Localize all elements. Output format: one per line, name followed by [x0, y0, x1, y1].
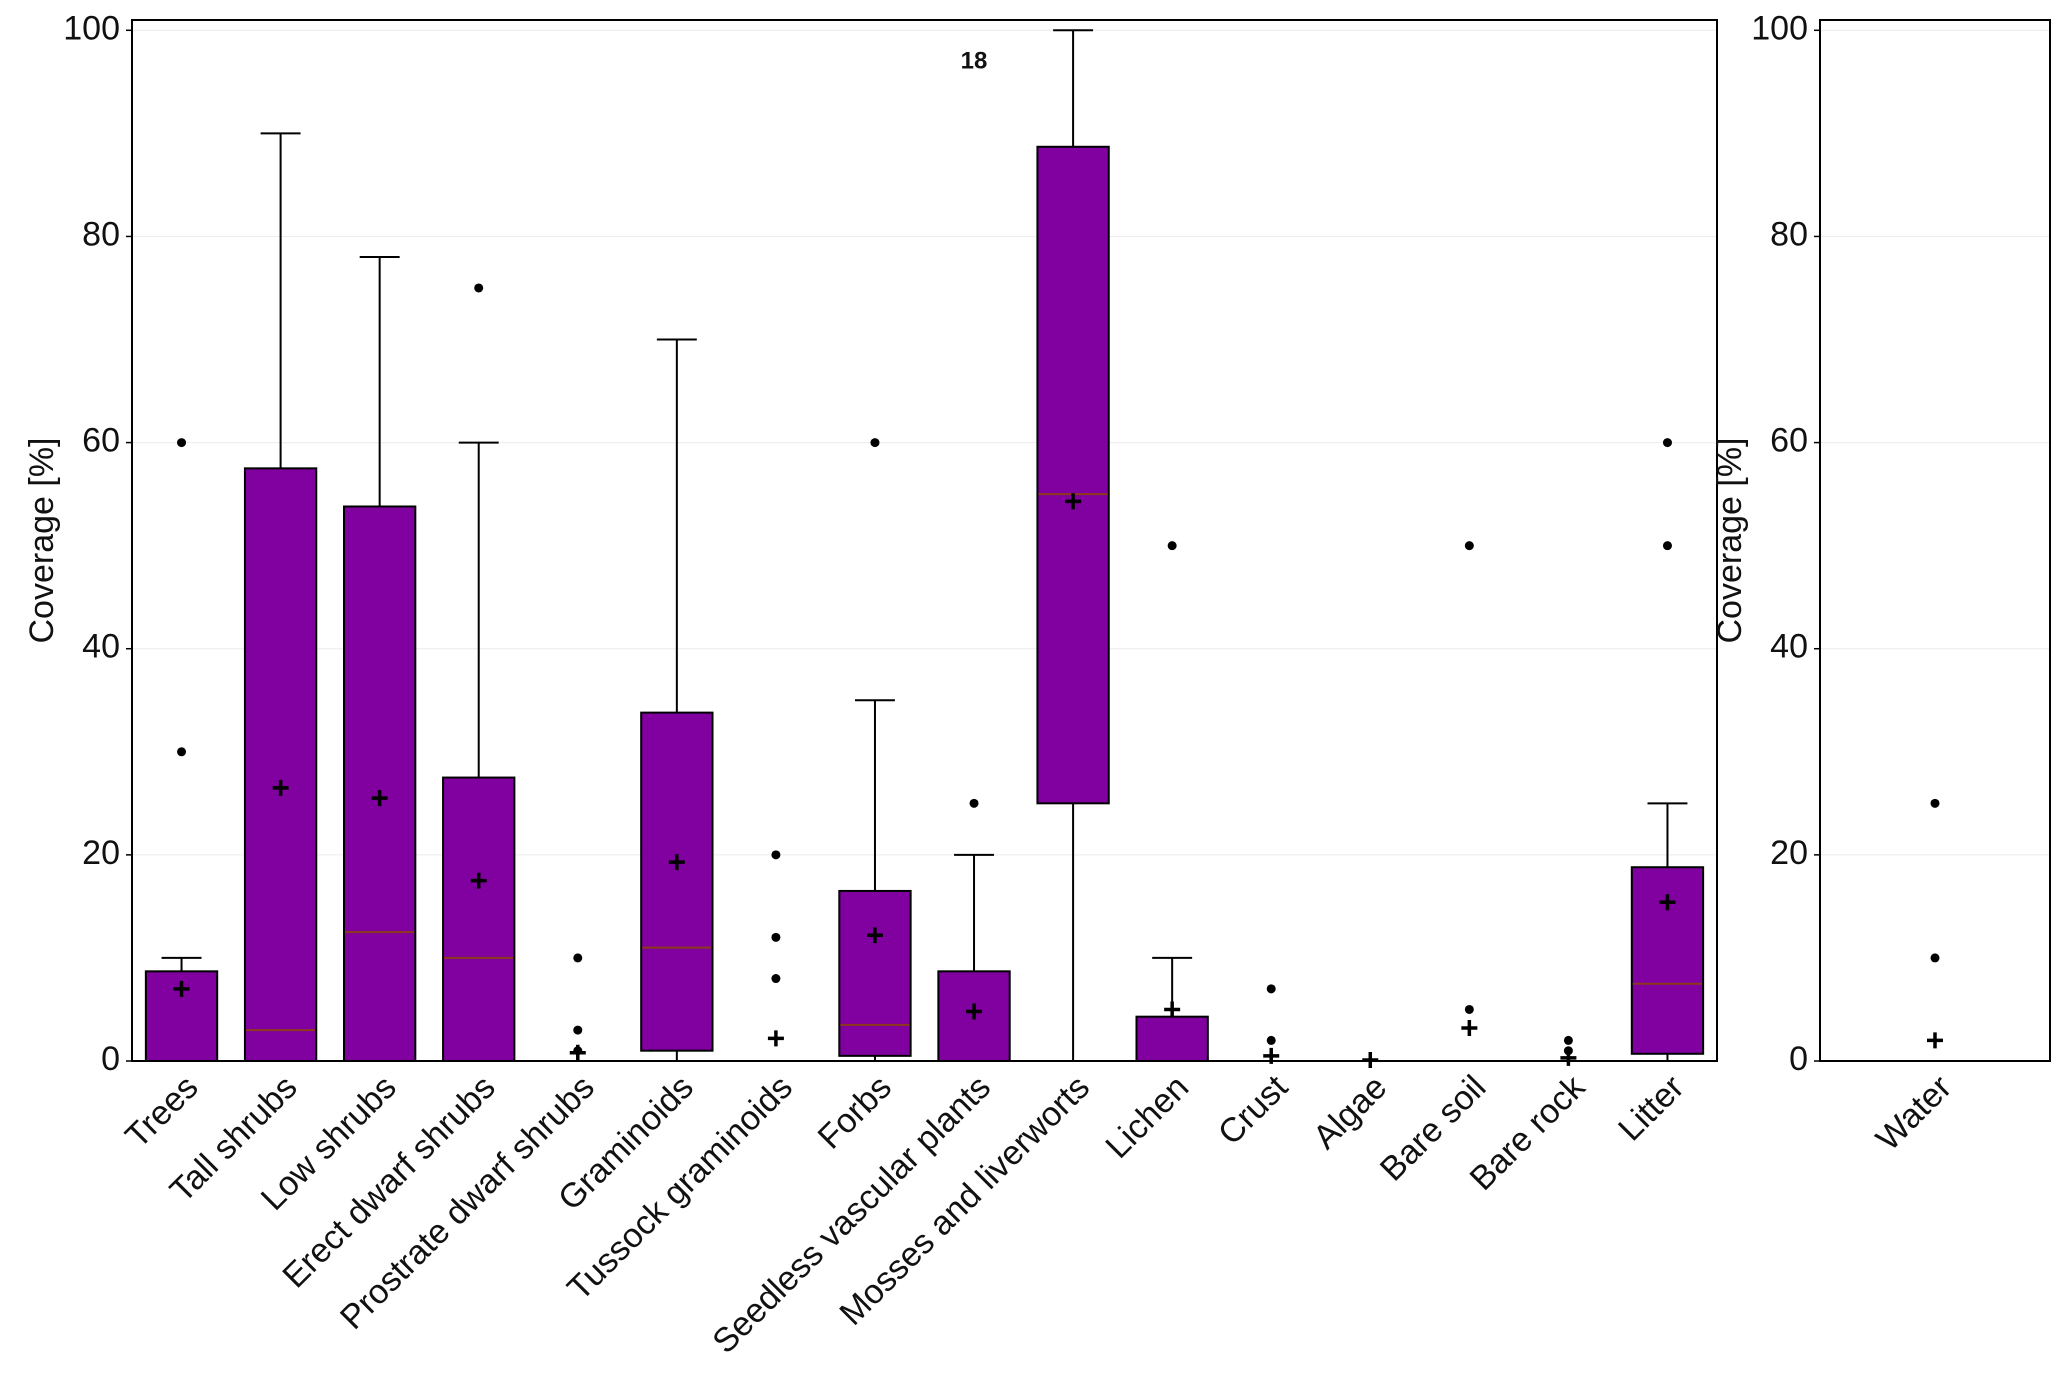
- outlier: [969, 798, 979, 808]
- mean-marker: [1560, 1049, 1577, 1066]
- outlier: [177, 438, 187, 448]
- x-tick-label: Forbs: [811, 1068, 899, 1156]
- outlier: [573, 953, 583, 963]
- mean-marker: [272, 779, 289, 796]
- mean-marker: [569, 1044, 586, 1061]
- mean-marker: [668, 854, 685, 871]
- mean-marker: [1659, 894, 1676, 911]
- annotation: 18: [961, 47, 988, 74]
- mean-marker: [1164, 1001, 1181, 1018]
- outlier: [1266, 984, 1276, 994]
- outlier: [771, 974, 781, 984]
- mean-marker: [1065, 493, 1082, 510]
- outlier: [771, 932, 781, 942]
- x-tick-label: Water: [1869, 1068, 1959, 1158]
- mean-marker: [1461, 1020, 1478, 1037]
- x-tick-label: Trees: [118, 1068, 205, 1155]
- outlier: [870, 438, 880, 448]
- outlier: [1167, 541, 1177, 551]
- box: [838, 889, 912, 1057]
- outlier: [1930, 798, 1940, 808]
- y-tick-label: 80: [82, 215, 120, 253]
- mean-marker: [866, 927, 883, 944]
- y-tick-label: 100: [63, 9, 120, 47]
- y-tick-label: 40: [82, 628, 120, 666]
- y-tick-label: 60: [1770, 422, 1808, 460]
- y-tick-label: 40: [1770, 628, 1808, 666]
- mean-marker: [1927, 1032, 1943, 1049]
- y-tick-label: 20: [1770, 834, 1808, 872]
- outlier: [771, 850, 781, 860]
- x-tick-label: Crust: [1211, 1068, 1296, 1153]
- box: [1135, 1015, 1209, 1062]
- x-tick-label: Lichen: [1098, 1068, 1196, 1166]
- y-tick-label: 80: [1770, 215, 1808, 253]
- x-tick-label: Litter: [1611, 1068, 1691, 1148]
- outlier: [1662, 438, 1672, 448]
- outlier: [1930, 953, 1940, 963]
- x-tick-label: Algae: [1306, 1068, 1394, 1156]
- y-tick-label: 0: [101, 1040, 120, 1078]
- mean-marker: [173, 980, 190, 997]
- mean-marker: [371, 790, 388, 807]
- y-tick-label: 20: [82, 834, 120, 872]
- outlier: [1563, 1035, 1573, 1045]
- mean-marker: [470, 872, 487, 889]
- box: [342, 505, 417, 1062]
- box: [243, 467, 318, 1062]
- box: [640, 711, 714, 1052]
- outlier: [573, 1025, 583, 1035]
- mean-marker: [767, 1030, 784, 1047]
- mean-marker: [1362, 1051, 1379, 1068]
- outlier: [1464, 541, 1474, 551]
- plot-frame: [1819, 19, 2051, 1062]
- y-tick-label: 100: [1751, 9, 1808, 47]
- box: [1036, 145, 1110, 805]
- y-axis-title: Coverage [%]: [1711, 438, 1749, 644]
- outlier: [177, 747, 187, 757]
- outlier: [1662, 541, 1672, 551]
- y-tick-label: 60: [82, 422, 120, 460]
- outlier: [1464, 1004, 1474, 1014]
- y-tick-label: 0: [1789, 1040, 1808, 1078]
- plot-frame: [131, 19, 1718, 1062]
- mean-marker: [966, 1003, 983, 1020]
- outlier: [474, 283, 484, 293]
- y-axis-title: Coverage [%]: [23, 438, 61, 644]
- outlier: [1266, 1035, 1276, 1045]
- box: [442, 776, 516, 1062]
